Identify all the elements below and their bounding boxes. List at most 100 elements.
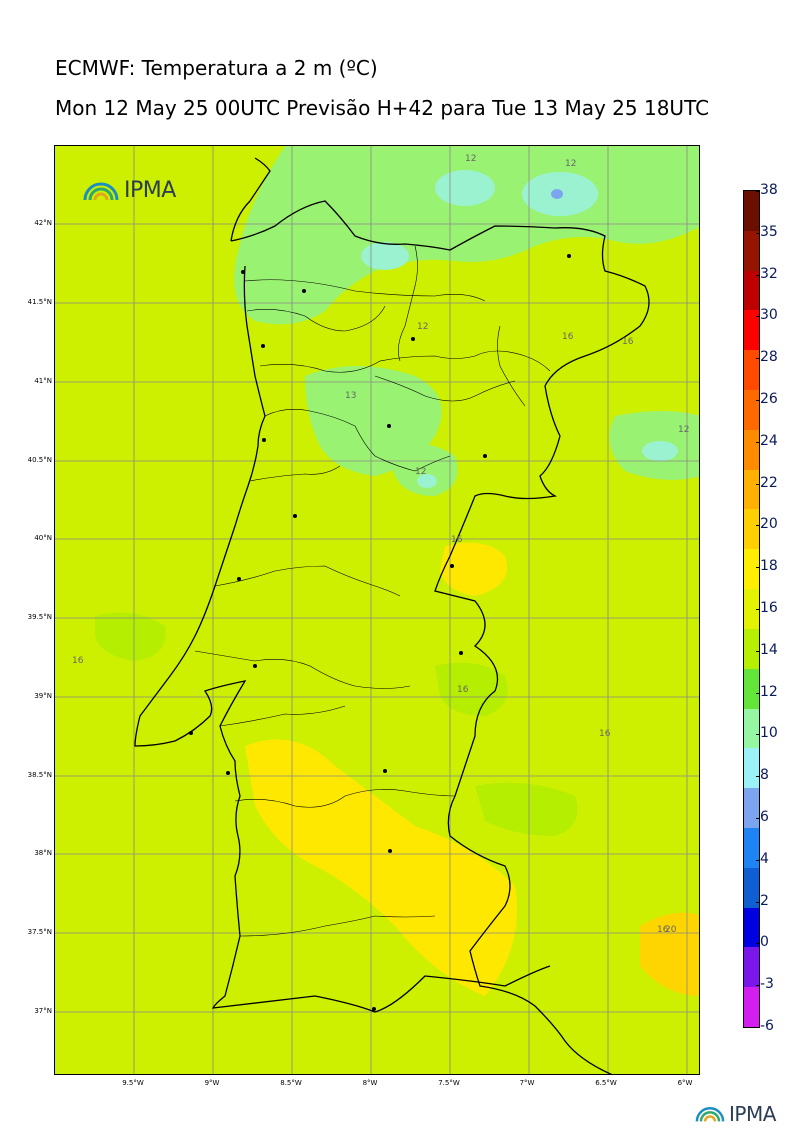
ipma-logo: IPMA (82, 178, 176, 203)
colorbar-tick-mark (756, 818, 760, 819)
colorbar-tick-mark (756, 483, 760, 485)
lat-label: 40°N (34, 534, 52, 542)
lat-label: 39.5°N (27, 613, 52, 621)
colorbar-tick-label: 2 (760, 892, 769, 909)
colorbar-tick-label: 16 (760, 600, 778, 616)
colorbar-segment (744, 350, 759, 391)
colorbar-segment (744, 270, 759, 311)
colorbar-tick-mark (756, 943, 760, 945)
colorbar-tick-label: 18 (760, 558, 778, 575)
colorbar-segment (744, 668, 759, 709)
contour-label: 12 (565, 159, 576, 169)
colorbar-segment (744, 867, 759, 909)
colorbar-tick-mark (756, 1027, 760, 1028)
colorbar-segment (744, 987, 759, 1028)
colorbar-tick-label: 8 (760, 767, 769, 784)
contour-label: 16 (457, 685, 469, 695)
colorbar-tick-label: 14 (760, 641, 778, 658)
temperature-map: 12 12 12 16 16 13 12 12 16 16 16 16 16 20 (54, 145, 700, 1075)
warm-field-areas (245, 542, 699, 996)
lat-label: 41°N (34, 377, 52, 385)
lon-label: 6.5°W (595, 1079, 617, 1087)
colorbar-tick-label: 10 (760, 725, 778, 742)
colorbar-tick-label: 24 (760, 432, 778, 449)
colorbar-segment (744, 390, 759, 431)
colorbar-tick-mark (756, 400, 760, 401)
colorbar-segment (744, 788, 759, 829)
colorbar-tick-mark (756, 525, 760, 527)
ipma-logo-footer: IPMA (694, 1102, 776, 1126)
colorbar-tick-label: 30 (760, 307, 778, 324)
portugal-coastline (134, 157, 551, 1013)
colorbar-segment (744, 708, 759, 749)
logo-text: IPMA (729, 1102, 776, 1126)
colorbar-segment (744, 429, 759, 471)
contour-label: 16 (562, 332, 574, 342)
colorbar-segment (744, 907, 759, 948)
colorbar-tick-label: -6 (760, 1018, 774, 1034)
contour-label: 12 (678, 425, 689, 435)
colorbar-segment (744, 628, 759, 670)
colorbar-tick-mark (756, 567, 760, 569)
lat-label: 40.5°N (27, 456, 52, 464)
colorbar-segment (744, 230, 759, 272)
colorbar (743, 190, 760, 1028)
map-title: ECMWF: Temperatura a 2 m (ºC) (55, 56, 378, 80)
base-temperature-field (55, 146, 699, 1074)
lat-label: 39°N (34, 692, 52, 700)
lon-label: 9°W (204, 1079, 220, 1087)
colorbar-tick-label: 38 (760, 182, 778, 198)
colorbar-tick-label: 0 (760, 934, 769, 951)
colorbar-tick-mark (756, 734, 760, 736)
logo-text: IPMA (124, 178, 176, 203)
colorbar-tick-label: -3 (760, 976, 774, 993)
rainbow-arc-icon (695, 1107, 725, 1122)
colorbar-tick-mark (756, 316, 760, 318)
colorbar-tick-label: 4 (760, 850, 769, 867)
colorbar-tick-mark (756, 609, 760, 610)
colorbar-segment (744, 827, 759, 869)
lat-label: 37°N (34, 1007, 52, 1015)
colorbar-segment (744, 191, 759, 232)
colorbar-tick-mark (756, 901, 760, 903)
colorbar-tick-label: 32 (760, 265, 778, 282)
spain-border (230, 200, 650, 1074)
colorbar-tick-label: 12 (760, 683, 778, 700)
colorbar-tick-label: 22 (760, 474, 778, 491)
colorbar-tick-mark (756, 358, 760, 360)
colorbar-segment (744, 509, 759, 550)
lon-label: 7°W (519, 1079, 535, 1087)
lat-label: 38.5°N (27, 771, 52, 779)
colorbar-tick-mark (756, 191, 760, 192)
lat-label: 41.5°N (27, 298, 52, 306)
colorbar-tick-mark (756, 650, 760, 652)
lon-label: 9.5°W (122, 1079, 144, 1087)
colorbar-segment (744, 469, 759, 510)
colorbar-tick-label: 28 (760, 349, 778, 366)
contour-label: 12 (415, 467, 426, 477)
colorbar-segment (744, 748, 759, 789)
contour-label: 16 (599, 729, 611, 739)
contour-label: 12 (465, 154, 476, 164)
colorbar-segment (744, 310, 759, 351)
colorbar-tick-mark (756, 692, 760, 694)
colorbar-segment (744, 947, 759, 988)
colorbar-tick-mark (756, 859, 760, 861)
colorbar-tick-label: 26 (760, 391, 778, 407)
colorbar-tick-label: 6 (760, 809, 769, 825)
colorbar-tick-mark (756, 776, 760, 778)
lat-label: 37.5°N (27, 928, 52, 936)
colorbar-segment (744, 549, 759, 590)
city-markers (189, 254, 571, 1011)
colorbar-tick-mark (756, 274, 760, 276)
rainbow-arc-icon (83, 182, 119, 200)
contour-label: 12 (417, 322, 428, 332)
colorbar-tick-label: 35 (760, 223, 778, 240)
colorbar-tick-mark (756, 441, 760, 443)
forecast-subtitle: Mon 12 May 25 00UTC Previsão H+42 para T… (55, 96, 710, 120)
lon-label: 8.5°W (280, 1079, 302, 1087)
lon-label: 7.5°W (438, 1079, 460, 1087)
colorbar-segment (744, 589, 759, 630)
contour-label: 16 (72, 656, 84, 666)
